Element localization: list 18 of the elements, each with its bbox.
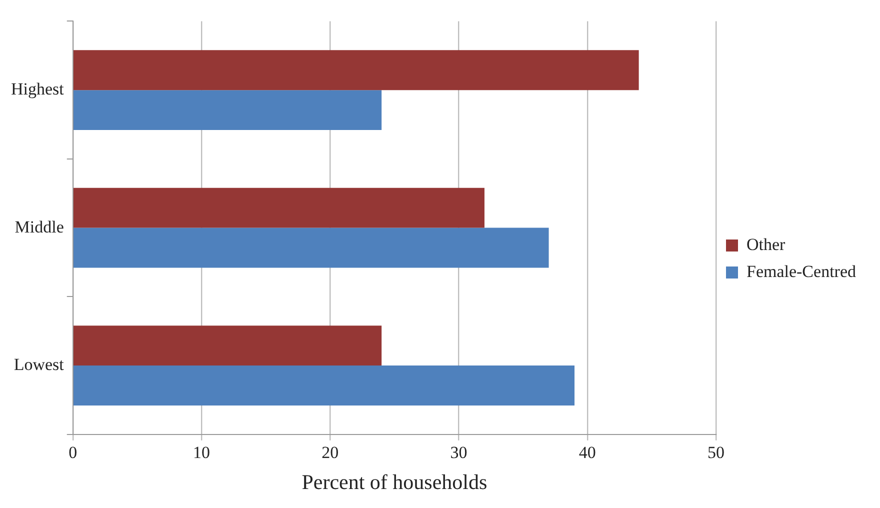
- legend-label: Female-Centred: [746, 262, 856, 281]
- x-tick-label: 10: [193, 443, 210, 462]
- x-tick-label: 40: [578, 443, 596, 462]
- bar: [73, 90, 382, 130]
- bar: [73, 228, 549, 268]
- x-tick-label: 0: [68, 443, 78, 462]
- bar: [73, 326, 382, 366]
- x-tick-label: 20: [322, 443, 339, 462]
- bar: [73, 188, 484, 228]
- x-axis-title: Percent of households: [302, 470, 488, 494]
- bar: [73, 50, 639, 90]
- x-tick-label: 50: [707, 443, 724, 462]
- legend-label: Other: [746, 234, 786, 254]
- y-tick-label: Highest: [10, 80, 64, 99]
- bar: [73, 366, 575, 406]
- y-tick-label: Middle: [14, 217, 64, 236]
- x-tick-label: 30: [450, 443, 468, 462]
- y-tick-label: Lowest: [14, 355, 64, 374]
